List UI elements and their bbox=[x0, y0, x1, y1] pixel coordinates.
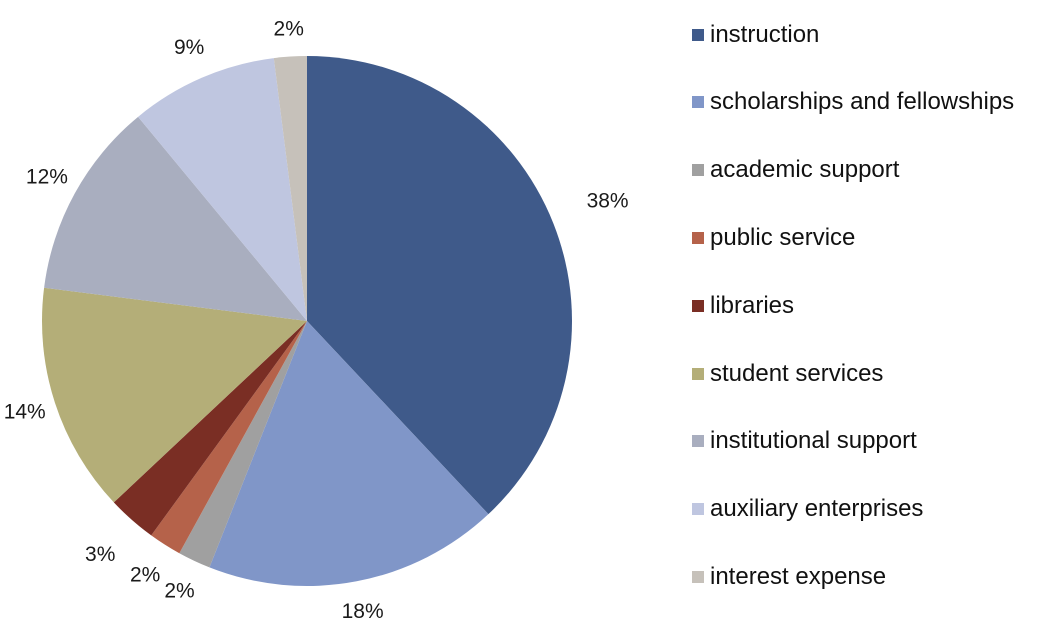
legend-label: auxiliary enterprises bbox=[710, 495, 924, 522]
pie-label-public-service: 2% bbox=[130, 564, 160, 587]
legend-swatch bbox=[692, 435, 704, 447]
legend-label: scholarships and fellowships bbox=[710, 88, 1015, 115]
legend-swatch bbox=[692, 503, 704, 515]
pie-label-institutional-support: 12% bbox=[26, 166, 68, 189]
pie-slice-academic-support bbox=[179, 321, 307, 568]
pie-slice-libraries bbox=[113, 321, 308, 536]
pie-slices bbox=[41, 56, 573, 586]
pie-slice-interest-expense bbox=[273, 56, 307, 321]
pie-label-student-services: 14% bbox=[4, 400, 46, 423]
legend-item-institutional-support: institutional support bbox=[692, 426, 917, 456]
legend-label: instruction bbox=[710, 21, 820, 48]
legend-label: libraries bbox=[710, 292, 795, 319]
legend-label: academic support bbox=[710, 156, 900, 183]
pie-label-instruction: 38% bbox=[587, 190, 629, 213]
legend-label: public service bbox=[710, 224, 856, 251]
legend-swatch bbox=[692, 300, 704, 312]
pie-slice-student-services bbox=[41, 287, 307, 503]
pie-label-academic-support: 2% bbox=[164, 579, 194, 602]
legend-item-academic-support: academic support bbox=[692, 155, 899, 185]
pie-slice-public-service bbox=[151, 321, 307, 554]
pie-label-libraries: 3% bbox=[85, 543, 115, 566]
legend-item-scholarships-and-fellowships: scholarships and fellowships bbox=[692, 87, 1014, 117]
pie-slice-scholarships-and-fellowships bbox=[209, 321, 489, 586]
legend-item-interest-expense: interest expense bbox=[692, 562, 886, 592]
legend-item-student-services: student services bbox=[692, 359, 883, 389]
legend-label: interest expense bbox=[710, 563, 887, 590]
legend-swatch bbox=[692, 368, 704, 380]
legend-item-public-service: public service bbox=[692, 223, 855, 253]
legend-swatch bbox=[692, 232, 704, 244]
legend-swatch bbox=[692, 164, 704, 176]
pie-slice-auxiliary-enterprises bbox=[138, 58, 307, 322]
pie-label-interest-expense: 2% bbox=[274, 18, 304, 41]
pie-label-scholarships-and-fellowships: 18% bbox=[342, 600, 384, 618]
legend-item-auxiliary-enterprises: auxiliary enterprises bbox=[692, 494, 923, 524]
pie-slice-institutional-support bbox=[44, 116, 308, 321]
legend-swatch bbox=[692, 571, 704, 583]
pie-labels: 38%18%2%2%3%14%12%9%2% bbox=[4, 18, 629, 618]
legend-item-instruction: instruction bbox=[692, 20, 819, 50]
legend-label: institutional support bbox=[710, 427, 917, 454]
legend-swatch bbox=[692, 96, 704, 108]
legend-swatch bbox=[692, 29, 704, 41]
legend-label: student services bbox=[710, 360, 884, 387]
legend-item-libraries: libraries bbox=[692, 291, 794, 321]
pie-label-auxiliary-enterprises: 9% bbox=[174, 36, 204, 59]
pie-slice-instruction bbox=[307, 56, 573, 515]
